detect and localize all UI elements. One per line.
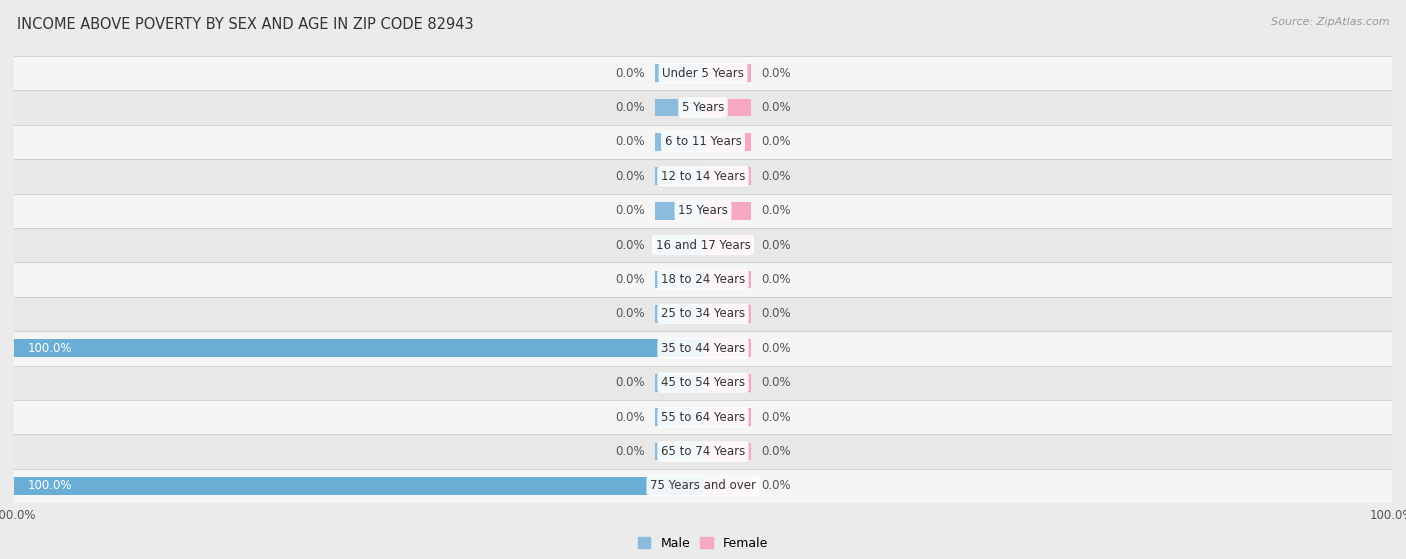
Text: 0.0%: 0.0% — [762, 170, 792, 183]
Text: 0.0%: 0.0% — [762, 204, 792, 217]
Text: 16 and 17 Years: 16 and 17 Years — [655, 239, 751, 252]
Text: 0.0%: 0.0% — [614, 445, 644, 458]
Text: 0.0%: 0.0% — [762, 239, 792, 252]
Text: 0.0%: 0.0% — [762, 67, 792, 79]
Bar — [703, 477, 751, 495]
Text: 35 to 44 Years: 35 to 44 Years — [661, 342, 745, 355]
Bar — [703, 64, 751, 82]
Text: 12 to 14 Years: 12 to 14 Years — [661, 170, 745, 183]
Text: 100.0%: 100.0% — [28, 480, 72, 492]
Bar — [703, 271, 751, 288]
Legend: Male, Female: Male, Female — [633, 532, 773, 555]
Text: 5 Years: 5 Years — [682, 101, 724, 114]
Text: 0.0%: 0.0% — [762, 273, 792, 286]
Bar — [703, 305, 751, 323]
Bar — [703, 98, 751, 116]
Text: 0.0%: 0.0% — [614, 135, 644, 148]
Bar — [703, 236, 751, 254]
Bar — [703, 133, 751, 151]
Text: Under 5 Years: Under 5 Years — [662, 67, 744, 79]
Bar — [14, 193, 1392, 228]
Text: 0.0%: 0.0% — [614, 239, 644, 252]
Bar — [703, 374, 751, 392]
Bar — [703, 202, 751, 220]
Text: 0.0%: 0.0% — [762, 101, 792, 114]
Text: 0.0%: 0.0% — [614, 376, 644, 389]
Text: 0.0%: 0.0% — [762, 411, 792, 424]
Text: INCOME ABOVE POVERTY BY SEX AND AGE IN ZIP CODE 82943: INCOME ABOVE POVERTY BY SEX AND AGE IN Z… — [17, 17, 474, 32]
Text: 65 to 74 Years: 65 to 74 Years — [661, 445, 745, 458]
Bar — [655, 98, 703, 116]
Bar — [14, 331, 1392, 366]
Text: 0.0%: 0.0% — [762, 480, 792, 492]
Text: 0.0%: 0.0% — [762, 307, 792, 320]
Bar — [14, 125, 1392, 159]
Text: 45 to 54 Years: 45 to 54 Years — [661, 376, 745, 389]
Bar — [655, 271, 703, 288]
Text: 0.0%: 0.0% — [614, 101, 644, 114]
Text: 18 to 24 Years: 18 to 24 Years — [661, 273, 745, 286]
Bar — [14, 434, 1392, 468]
Text: 0.0%: 0.0% — [614, 307, 644, 320]
Text: 0.0%: 0.0% — [762, 135, 792, 148]
Bar — [703, 167, 751, 185]
Bar — [14, 339, 703, 357]
Text: 0.0%: 0.0% — [614, 204, 644, 217]
Bar — [14, 262, 1392, 297]
Text: 6 to 11 Years: 6 to 11 Years — [665, 135, 741, 148]
Text: 0.0%: 0.0% — [614, 411, 644, 424]
Bar — [14, 228, 1392, 262]
Bar — [14, 477, 703, 495]
Text: 0.0%: 0.0% — [614, 170, 644, 183]
Text: 25 to 34 Years: 25 to 34 Years — [661, 307, 745, 320]
Text: 0.0%: 0.0% — [762, 342, 792, 355]
Bar — [655, 133, 703, 151]
Bar — [655, 408, 703, 426]
Bar — [14, 468, 1392, 503]
Bar — [14, 366, 1392, 400]
Text: Source: ZipAtlas.com: Source: ZipAtlas.com — [1271, 17, 1389, 27]
Bar — [703, 408, 751, 426]
Text: 15 Years: 15 Years — [678, 204, 728, 217]
Bar — [703, 339, 751, 357]
Text: 0.0%: 0.0% — [614, 273, 644, 286]
Bar — [655, 202, 703, 220]
Text: 0.0%: 0.0% — [614, 67, 644, 79]
Text: 100.0%: 100.0% — [28, 342, 72, 355]
Bar — [655, 167, 703, 185]
Bar — [655, 374, 703, 392]
Text: 0.0%: 0.0% — [762, 445, 792, 458]
Bar — [655, 236, 703, 254]
Bar — [655, 305, 703, 323]
Bar — [703, 443, 751, 461]
Text: 75 Years and over: 75 Years and over — [650, 480, 756, 492]
Text: 0.0%: 0.0% — [762, 376, 792, 389]
Bar — [14, 400, 1392, 434]
Bar — [655, 64, 703, 82]
Text: 55 to 64 Years: 55 to 64 Years — [661, 411, 745, 424]
Bar — [14, 159, 1392, 193]
Bar — [655, 443, 703, 461]
Bar — [14, 56, 1392, 91]
Bar — [14, 91, 1392, 125]
Bar — [14, 297, 1392, 331]
